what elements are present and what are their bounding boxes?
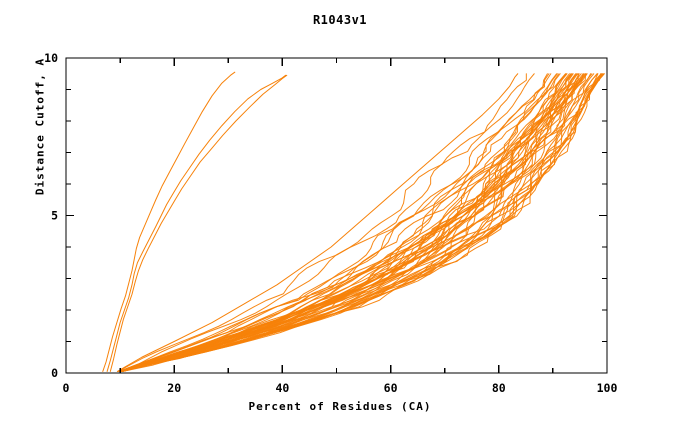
page-title: R1043v1 xyxy=(312,13,368,27)
curve-model-4 xyxy=(117,73,527,372)
curve-model-6 xyxy=(118,73,550,372)
curve-model-41 xyxy=(122,73,602,372)
x-tick-label: 60 xyxy=(384,381,398,395)
y-tick-label: 10 xyxy=(44,51,58,65)
curve-outlier-2 xyxy=(106,74,287,372)
curve-model-17 xyxy=(122,73,603,372)
curve-model-31 xyxy=(117,73,535,372)
curve-model-27 xyxy=(122,73,602,372)
curve-model-43 xyxy=(120,73,579,372)
curve-model-1 xyxy=(120,73,578,372)
curve-model-9 xyxy=(120,73,584,372)
y-tick-label: 5 xyxy=(51,209,58,223)
curve-model-19 xyxy=(122,73,604,372)
curve-model-34 xyxy=(118,73,552,372)
y-tick-label: 0 xyxy=(51,366,58,380)
x-tick-label: 80 xyxy=(492,381,506,395)
x-tick-label: 100 xyxy=(597,381,618,395)
curve-model-8 xyxy=(121,73,592,372)
x-axis-label: Percent of Residues (CA) xyxy=(248,400,432,413)
curve-model-45 xyxy=(120,73,579,372)
curve-model-44 xyxy=(119,73,558,372)
curve-bundle-left-edge xyxy=(116,73,519,372)
curve-model-37 xyxy=(122,73,605,372)
curve-model-40 xyxy=(121,73,599,372)
curve-model-22 xyxy=(122,73,605,372)
x-tick-label: 40 xyxy=(275,381,289,395)
curve-model-20 xyxy=(120,73,584,372)
curve-model-7 xyxy=(120,73,578,372)
curve-model-33 xyxy=(121,73,588,372)
curve-model-48 xyxy=(120,73,577,372)
curve-model-29 xyxy=(120,73,584,372)
curve-model-16 xyxy=(118,73,548,372)
curve-model-47 xyxy=(121,73,585,372)
curve-bundle-right-edge xyxy=(122,73,605,372)
curve-outlier-3 xyxy=(109,74,288,372)
axes-group xyxy=(65,57,608,374)
data-curves-group xyxy=(102,71,605,372)
curve-model-30 xyxy=(119,73,568,372)
curve-model-42 xyxy=(119,73,561,372)
curve-model-32 xyxy=(119,73,566,372)
curve-model-36 xyxy=(121,73,588,372)
curve-outlier-1 xyxy=(102,71,236,372)
curve-model-11 xyxy=(121,73,599,372)
curve-model-39 xyxy=(120,73,572,372)
tick-labels-group: 0 20 40 60 80 100 0 5 10 xyxy=(44,51,617,395)
curve-model-12 xyxy=(120,73,582,372)
x-tick-label: 0 xyxy=(63,381,70,395)
x-tick-label: 20 xyxy=(167,381,181,395)
curve-model-2 xyxy=(122,73,604,372)
